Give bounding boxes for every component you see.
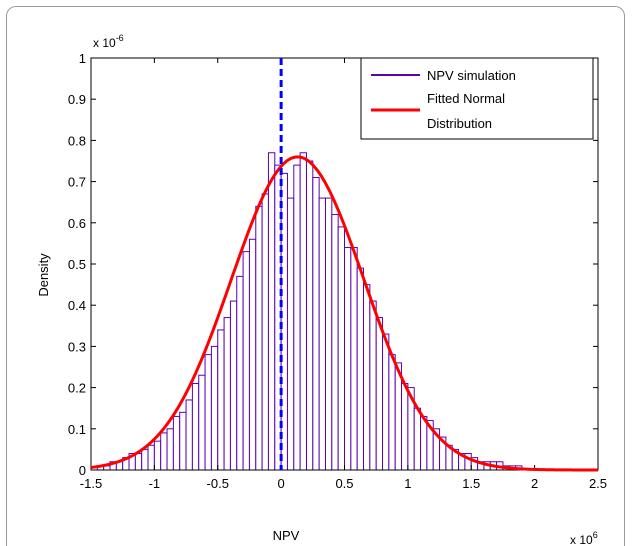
histogram-bars — [96, 152, 523, 471]
x-axis-label: NPV — [273, 528, 300, 543]
histogram-bar — [236, 275, 244, 471]
histogram-bar — [286, 197, 295, 471]
histogram-bar — [160, 432, 168, 471]
y-tick-label: 0 — [79, 463, 86, 478]
histogram-bar — [312, 176, 320, 471]
histogram-bar — [229, 300, 238, 471]
histogram-bar — [153, 440, 162, 471]
histogram-bar — [375, 317, 384, 471]
overlay — [90, 58, 598, 472]
y-tick-label: 0.3 — [68, 339, 86, 354]
y-tick-label: 0.2 — [68, 381, 86, 396]
histogram-bar — [248, 238, 257, 471]
y-tick-label: 0.4 — [68, 298, 86, 313]
y-tick-label: 0.1 — [68, 422, 86, 437]
histogram-bar — [185, 399, 193, 471]
legend-label-fitted-line1: Fitted Normal — [427, 91, 505, 106]
x-tick-label: 0.5 — [335, 476, 353, 491]
y-tick-label: 0.9 — [68, 92, 86, 107]
x-tick-label: 1 — [404, 476, 411, 491]
x-tick-label: 0 — [278, 476, 285, 491]
histogram-bar — [401, 382, 409, 471]
histogram-bar — [363, 284, 371, 471]
legend-box — [360, 57, 594, 140]
histogram-bar — [166, 428, 174, 471]
legend: NPV simulation Fitted Normal Distributio… — [360, 57, 594, 140]
y-tick-label: 0.5 — [68, 257, 86, 272]
histogram-bar — [147, 444, 155, 471]
y-axis-label: Density — [36, 253, 51, 297]
histogram-bar — [413, 407, 422, 471]
histogram-bar — [382, 333, 390, 471]
histogram-bar — [350, 247, 358, 471]
histogram-bar — [344, 247, 352, 471]
histogram-bar — [369, 300, 377, 471]
legend-label-fitted-line2: Distribution — [427, 116, 492, 131]
histogram-bar — [324, 197, 333, 471]
x-tick-label: -1 — [149, 476, 161, 491]
x-exponent-label: x 106 — [570, 530, 598, 546]
histogram-bar — [261, 193, 269, 471]
histogram-bar — [191, 382, 200, 471]
histogram-bar — [337, 226, 346, 471]
histogram-bar — [293, 164, 301, 471]
x-tick-label: 1.5 — [462, 476, 480, 491]
histogram-bar — [141, 448, 149, 471]
histogram-bar — [134, 453, 143, 471]
histogram-bar — [172, 415, 181, 471]
histogram-bar — [198, 374, 206, 471]
histogram-bar — [204, 354, 212, 471]
y-tick-label: 0.8 — [68, 133, 86, 148]
fitted-normal-curve — [90, 155, 598, 472]
histogram-bar — [299, 152, 307, 471]
histogram-bar — [267, 152, 276, 471]
histogram-bar — [242, 251, 250, 471]
x-tick-label: 2 — [531, 476, 538, 491]
histogram-bar — [331, 214, 339, 471]
histogram-bar — [255, 205, 263, 471]
y-tick-label: 0.7 — [68, 175, 86, 190]
x-tick-label: -0.5 — [207, 476, 229, 491]
y-tick-label: 1 — [79, 51, 86, 66]
y-tick-label: 0.6 — [68, 216, 86, 231]
y-exponent-label: x 10-6 — [93, 33, 124, 50]
histogram-bar — [356, 267, 365, 471]
histogram-bar — [305, 160, 314, 471]
x-tick-label: 2.5 — [589, 476, 607, 491]
histogram-bar — [179, 411, 187, 471]
histogram-bar — [420, 415, 428, 471]
histogram-bar — [210, 345, 219, 471]
axes: -1.5 -1 -0.5 0 0.5 1 1.5 2 2.5 0 0.1 0.2 0.3 0.4 0.5 0.… — [68, 51, 607, 491]
histogram-bar — [318, 197, 326, 471]
legend-label-histogram: NPV simulation — [427, 68, 516, 83]
histogram-bar — [223, 317, 231, 471]
x-tick-label: -1.5 — [80, 476, 102, 491]
histogram-bar — [388, 354, 396, 471]
histogram-bar — [217, 329, 225, 471]
